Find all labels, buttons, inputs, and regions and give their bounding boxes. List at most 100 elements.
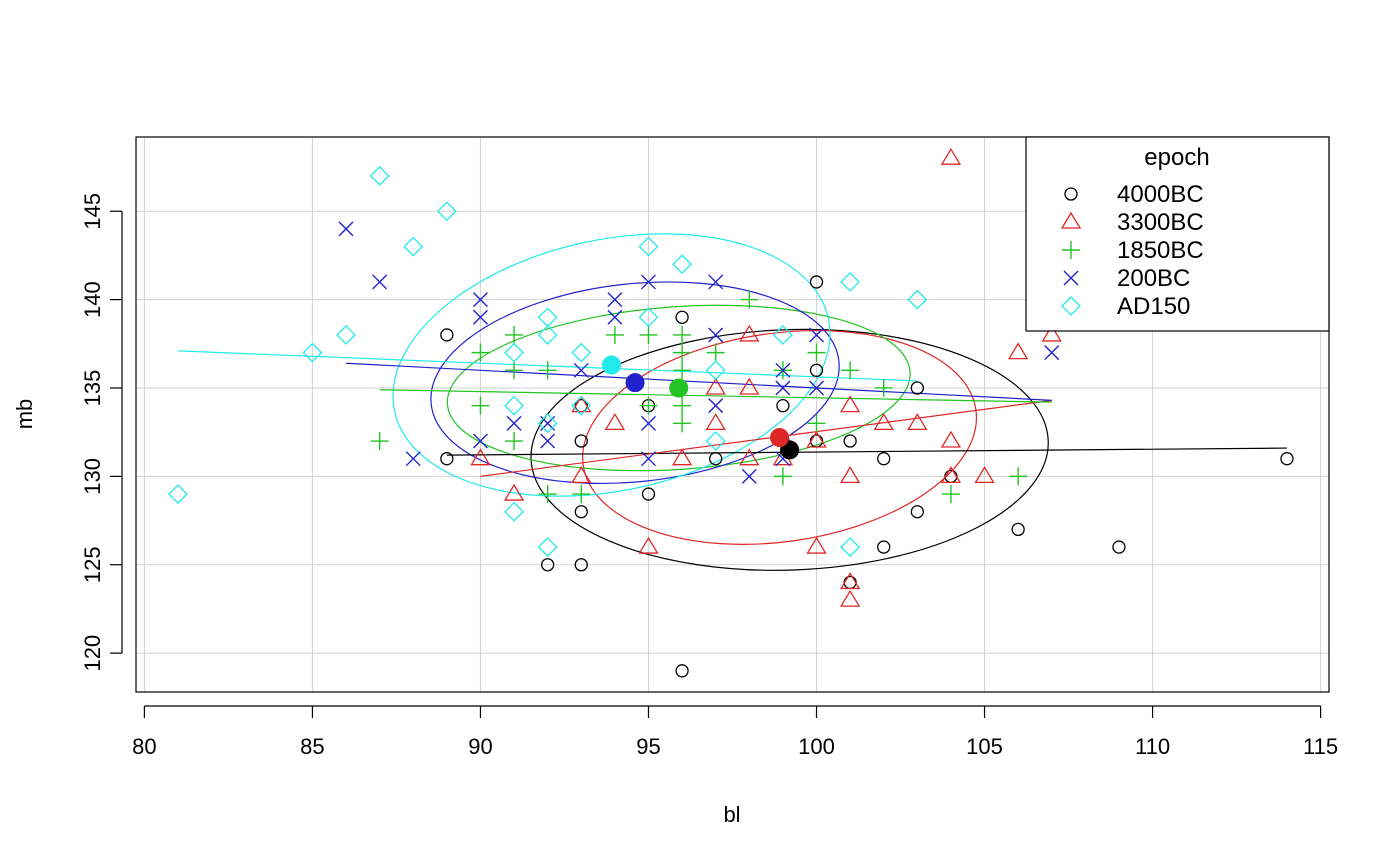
point-4000BC	[675, 310, 689, 324]
point-1850BC	[941, 485, 960, 504]
point-4000BC	[1011, 522, 1025, 537]
x-tick-label: 110	[1135, 734, 1170, 759]
point-AD150	[638, 236, 659, 257]
y-tick-label: 125	[80, 546, 105, 583]
legend-title: epoch	[1144, 144, 1209, 171]
x-tick-label: 115	[1303, 734, 1338, 759]
point-AD150	[705, 360, 726, 381]
point-3300BC	[705, 377, 726, 395]
legend-label-4000BC: 4000BC	[1117, 181, 1204, 208]
legend-box	[1025, 136, 1330, 332]
legend-label-200BC: 200BC	[1117, 265, 1190, 292]
point-4000BC	[776, 399, 790, 413]
point-4000BC	[877, 452, 891, 466]
point-4000BC	[641, 487, 656, 501]
point-4000BC	[574, 558, 588, 572]
point-200BC	[607, 292, 623, 308]
point-AD150	[336, 325, 356, 345]
point-200BC	[640, 415, 656, 431]
point-1850BC	[706, 343, 725, 362]
x-tick-label: 105	[966, 734, 1003, 759]
y-tick-label: 140	[80, 281, 105, 318]
point-200BC	[506, 415, 522, 431]
point-200BC	[809, 380, 825, 396]
point-4000BC	[541, 558, 555, 572]
y-axis-title: mb	[12, 399, 37, 430]
point-3300BC	[940, 430, 962, 448]
point-200BC	[775, 380, 791, 396]
point-AD150	[638, 307, 659, 328]
group-centroids	[602, 355, 800, 460]
point-4000BC	[574, 434, 588, 448]
point-200BC	[741, 468, 757, 484]
regression-lines	[177, 350, 1287, 477]
point-AD150	[504, 501, 524, 522]
point-AD150	[840, 537, 861, 557]
regression-line-200BC	[346, 362, 1052, 401]
y-tick-label: 135	[80, 370, 105, 407]
regression-line-4000BC	[446, 447, 1287, 456]
centroid-3300BC	[770, 427, 790, 447]
point-AD150	[537, 537, 558, 557]
point-1850BC	[505, 432, 524, 451]
point-1850BC	[673, 325, 692, 344]
point-1850BC	[505, 325, 524, 344]
point-200BC	[573, 362, 589, 378]
point-4000BC	[809, 275, 824, 289]
ellipse-AD150	[392, 233, 831, 497]
point-200BC	[472, 433, 488, 449]
y-tick-label: 145	[80, 193, 105, 230]
point-3300BC	[940, 147, 962, 165]
point-AD150	[907, 289, 928, 310]
point-200BC	[540, 433, 556, 449]
point-AD150	[369, 165, 390, 186]
point-200BC	[372, 274, 388, 290]
point-AD150	[436, 201, 457, 222]
point-1850BC	[773, 467, 792, 486]
ellipse-200BC	[430, 281, 840, 485]
plot-frame	[135, 136, 1330, 693]
x-tick-label: 85	[300, 734, 324, 759]
regression-line-1850BC	[379, 389, 1052, 403]
point-3300BC	[974, 466, 995, 484]
point-4000BC	[843, 434, 857, 448]
point-AD150	[302, 342, 323, 363]
x-tick-label: 95	[636, 734, 660, 759]
point-4000BC	[809, 363, 824, 377]
point-1850BC	[673, 414, 692, 433]
legend-marker-AD150	[1061, 296, 1081, 316]
point-200BC	[708, 327, 724, 343]
point-AD150	[168, 484, 188, 504]
point-AD150	[504, 395, 524, 416]
point-3300BC	[705, 413, 726, 430]
point-4000BC	[1280, 452, 1294, 466]
point-1850BC	[874, 378, 893, 397]
point-200BC	[708, 274, 724, 290]
y-tick-label: 130	[80, 458, 105, 495]
point-3300BC	[839, 572, 861, 590]
point-3300BC	[470, 448, 491, 466]
point-4000BC	[843, 575, 857, 590]
point-AD150	[571, 395, 592, 416]
axes: 80 85 90 95 100 105 110 115 120 125 130 135 140 145	[80, 193, 1338, 759]
point-200BC	[472, 292, 488, 308]
x-tick-label: 80	[132, 734, 156, 759]
x-tick-label: 100	[798, 734, 835, 759]
point-AD150	[537, 325, 558, 345]
point-AD150	[537, 413, 558, 434]
legend-marker-200BC	[1063, 270, 1079, 286]
point-AD150	[403, 236, 424, 257]
confidence-ellipses	[392, 233, 1049, 571]
point-4000BC	[709, 452, 723, 466]
point-200BC	[708, 398, 724, 414]
point-1850BC	[807, 414, 826, 433]
x-axis-title: bl	[723, 802, 740, 827]
point-3300BC	[571, 466, 592, 484]
point-AD150	[705, 431, 726, 451]
point-200BC	[405, 451, 421, 467]
centroid-4000BC	[780, 440, 800, 460]
point-4000BC	[440, 328, 454, 342]
point-3300BC	[503, 483, 525, 501]
